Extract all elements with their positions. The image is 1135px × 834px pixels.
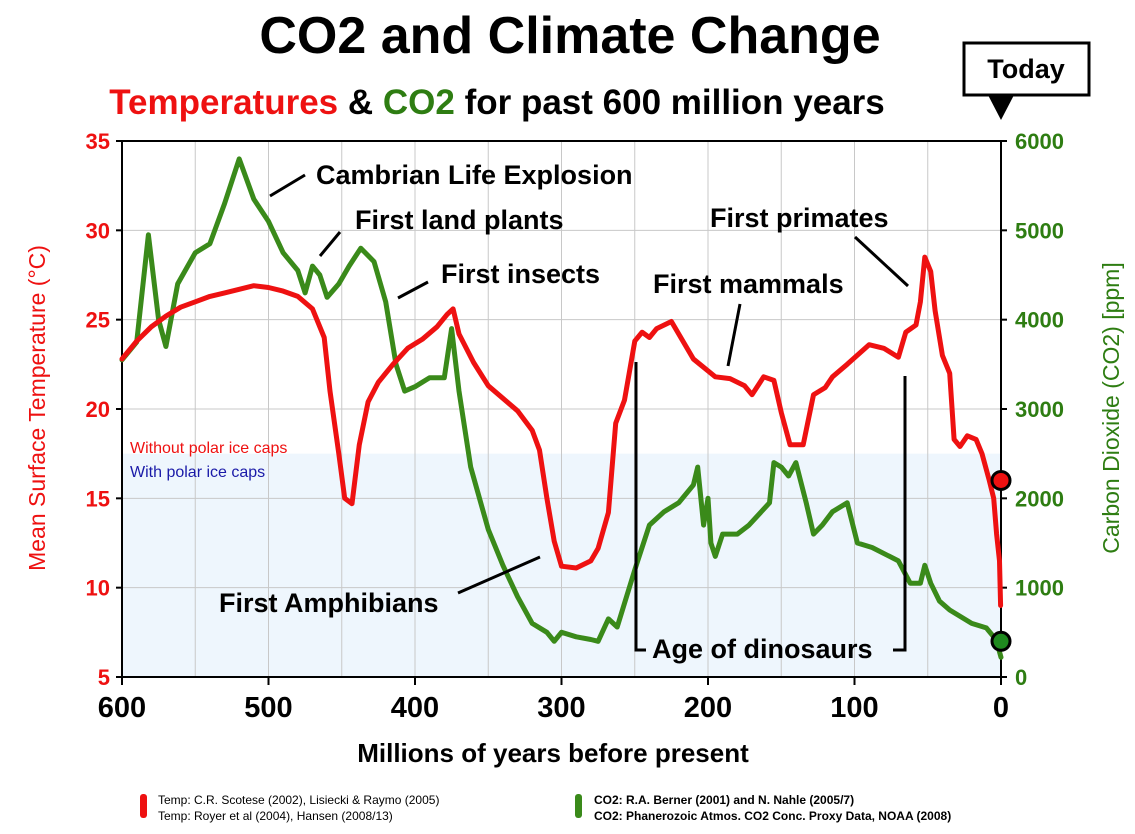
today-label: Today	[987, 54, 1065, 84]
source-co2-2: CO2: Phanerozoic Atmos. CO2 Conc. Proxy …	[594, 809, 951, 823]
today-box	[962, 41, 1091, 97]
y-left-tick-label-30: 30	[86, 218, 110, 243]
ice-legend-with: With polar ice caps	[130, 464, 265, 481]
annotation-dinosaurs-bracket-right	[893, 376, 907, 652]
temp-today-marker	[990, 469, 1012, 491]
y-right-tick-label-0: 0	[1015, 665, 1027, 690]
x-tick-label-300: 300	[537, 692, 585, 724]
x-tick-label-0: 0	[993, 692, 1009, 724]
annotation-amphibians-leader	[457, 555, 541, 595]
y-right-tick-label-2000: 2000	[1015, 486, 1064, 511]
plot-area: 600 500 400 300 200 100 0353025201510560005000…	[86, 129, 1064, 724]
today-pointer-icon	[988, 95, 1014, 120]
y-axis-right-label: Carbon Dioxide (CO2) [ppm]	[1098, 262, 1124, 553]
subtitle-rest: for past 600 million years	[455, 83, 885, 122]
y-right-tick-label-5000: 5000	[1015, 218, 1064, 243]
chart-title: CO2 and Climate Change	[259, 7, 880, 65]
annotation-amphibians: First Amphibians	[219, 588, 439, 618]
y-axis-left-label: Mean Surface Temperature (°C)	[24, 245, 50, 571]
y-right-tick-label-3000: 3000	[1015, 397, 1064, 422]
annotation-primates-leader	[853, 235, 910, 288]
annotation-cambrian-leader	[269, 173, 306, 198]
annotation-insects: First insects	[441, 259, 600, 289]
temperature-series-line	[119, 254, 1004, 608]
source-temp-2: Temp: Royer et al (2004), Hansen (2008/1…	[158, 809, 393, 823]
x-tick-label-200: 200	[684, 692, 732, 724]
x-tick-label-500: 500	[244, 692, 292, 724]
annotation-cambrian: Cambrian Life Explosion	[316, 160, 633, 190]
subtitle-temperatures: Temperatures	[109, 83, 338, 122]
chart-subtitle: Temperatures & CO2 for past 600 million …	[109, 83, 885, 122]
source-temp-1: Temp: C.R. Scotese (2002), Lisiecki & Ra…	[158, 793, 439, 807]
co2-series-line	[119, 156, 1004, 660]
x-axis-label: Millions of years before present	[357, 738, 749, 768]
y-left-tick-label-5: 5	[98, 665, 110, 690]
subtitle-co2: CO2	[383, 83, 455, 122]
annotation-land-plants: First land plants	[355, 205, 564, 235]
annotation-insects-leader	[397, 280, 429, 300]
annotation-land-plants-leader	[318, 231, 342, 257]
annotation-mammals: First mammals	[653, 269, 844, 299]
source-co2-1: CO2: R.A. Berner (2001) and N. Nahle (20…	[594, 793, 854, 807]
y-right-tick-label-4000: 4000	[1015, 308, 1064, 333]
axis-ticks: 600 500 400 300 200 100 0353025201510560005000…	[86, 129, 1064, 724]
ice-legend-without: Without polar ice caps	[130, 440, 287, 457]
subtitle-amp: &	[338, 83, 383, 122]
temp-source-swatch	[140, 794, 147, 818]
x-tick-label-400: 400	[391, 692, 439, 724]
co2-source-swatch	[575, 794, 582, 818]
annotation-mammals-leader	[726, 303, 742, 367]
annotation-dinosaurs-bracket-left	[634, 362, 646, 652]
y-left-tick-label-15: 15	[86, 486, 110, 511]
x-tick-label-100: 100	[830, 692, 878, 724]
source-legend: Temp: C.R. Scotese (2002), Lisiecki & Ra…	[140, 793, 951, 823]
y-left-tick-label-35: 35	[86, 129, 110, 154]
y-right-tick-label-1000: 1000	[1015, 576, 1064, 601]
annotation-dinosaurs: Age of dinosaurs	[652, 634, 873, 664]
y-left-tick-label-25: 25	[86, 308, 110, 333]
y-right-tick-label-6000: 6000	[1015, 129, 1064, 154]
y-left-tick-label-10: 10	[86, 576, 110, 601]
x-tick-label-600: 600	[98, 692, 146, 724]
annotation-primates: First primates	[710, 203, 889, 233]
today-callout: Today	[962, 41, 1091, 120]
annotations: Cambrian Life Explosion First land plant…	[219, 160, 910, 664]
y-left-tick-label-20: 20	[86, 397, 110, 422]
co2-today-marker	[990, 630, 1012, 652]
